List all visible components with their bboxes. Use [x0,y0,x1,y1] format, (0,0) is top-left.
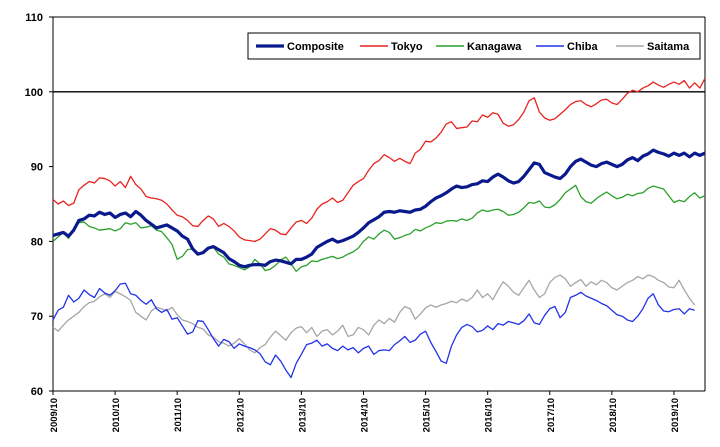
series-line-tokyo [52,78,706,243]
y-tick-label: 110 [25,12,43,24]
series-lines [52,78,706,379]
y-tick-label: 60 [31,386,43,398]
plot-area [52,16,706,392]
legend-label-chiba: Chiba [567,41,598,53]
series-line-chiba [52,282,695,379]
legend-label-tokyo: Tokyo [391,41,423,53]
legend-items: Composite Tokyo Kanagawa Chiba Saitama [256,41,690,53]
x-tick-label: 2009/10 [49,398,60,432]
y-tick-label: 70 [31,311,43,323]
x-tick-label: 2019/10 [670,398,681,432]
legend-label-saitama: Saitama [647,41,690,53]
series-line-composite [52,148,706,269]
y-tick-label: 100 [25,87,43,99]
x-tick-label: 2011/10 [173,398,184,432]
x-tick-label: 2015/10 [422,398,433,432]
legend-label-kanagawa: Kanagawa [467,41,522,53]
x-tick-label: 2010/10 [111,398,122,432]
y-axis-ticks: 60 70 80 90 100 110 [25,12,53,398]
x-tick-label: 2013/10 [297,398,308,432]
x-tick-label: 2018/10 [608,398,619,432]
x-tick-label: 2016/10 [484,398,495,432]
y-tick-label: 90 [31,162,43,174]
x-axis-ticks: 2009/10 2010/10 2011/10 2012/10 2013/10 2014/… [49,391,681,432]
legend-label-composite: Composite [287,41,344,53]
y-tick-label: 80 [31,236,43,248]
legend: Composite Tokyo Kanagawa Chiba Saitama [247,32,701,60]
x-tick-label: 2014/10 [359,398,370,432]
series-line-kanagawa [52,184,706,272]
series-line-saitama [52,274,696,354]
x-tick-label: 2012/10 [235,398,246,432]
x-tick-label: 2017/10 [546,398,557,432]
